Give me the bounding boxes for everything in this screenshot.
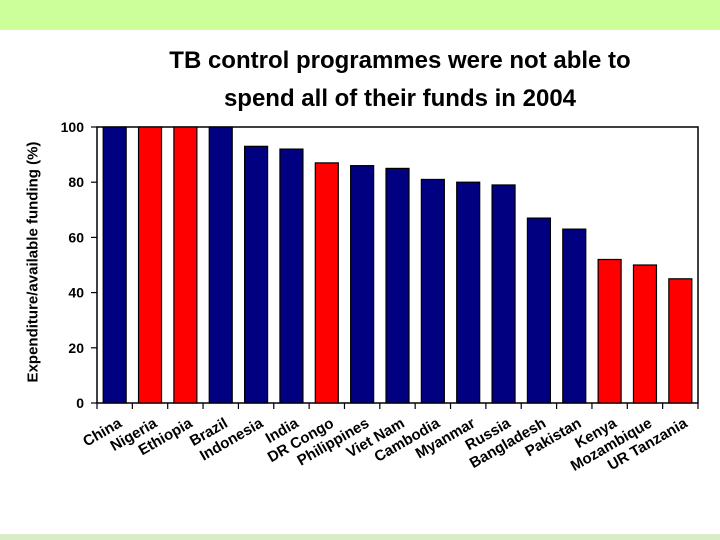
y-tick-label: 0 (76, 395, 84, 411)
y-tick-label: 40 (68, 285, 84, 301)
bar-mozambique (632, 264, 658, 404)
bar-viet-nam (385, 167, 410, 404)
bar-india (279, 148, 304, 404)
y-tick-label: 80 (68, 174, 84, 190)
bar-dr-congo (314, 162, 339, 404)
bar-china (102, 126, 127, 404)
bar-philippines (350, 165, 375, 404)
y-tick-label: 20 (68, 340, 84, 356)
bar-kenya (597, 258, 622, 404)
bar-ethiopia (173, 126, 198, 404)
bar-nigeria (137, 126, 163, 404)
bar-indonesia (243, 145, 269, 404)
bar-pakistan (562, 228, 587, 404)
chart-title-line-2: spend all of their funds in 2004 (223, 85, 577, 112)
bar-cambodia (420, 178, 445, 404)
bar-ur-tanzania (668, 278, 693, 404)
chart-title-line-1: TB control programmes were not able to (169, 47, 631, 74)
bar-myanmar (456, 181, 481, 404)
bar-brazil (208, 126, 233, 404)
bottom-band (0, 534, 720, 540)
top-band (0, 0, 720, 30)
bar-bangladesh (526, 217, 552, 404)
bar-russia (491, 184, 516, 404)
y-tick-label: 60 (68, 229, 84, 245)
y-tick-label: 100 (61, 119, 85, 135)
